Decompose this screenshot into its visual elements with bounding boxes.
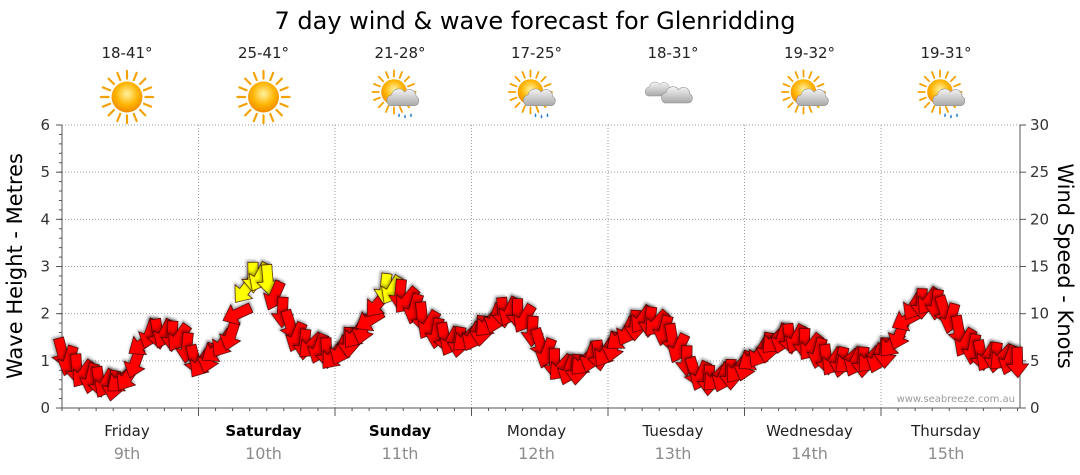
right-tick-label: 15 (1030, 258, 1049, 276)
left-tick-label: 0 (40, 399, 50, 417)
day-date-label: 11th (382, 444, 419, 463)
left-tick-label: 5 (40, 163, 50, 181)
day-temperature: 25-41° (238, 44, 289, 62)
right-tick-label: 25 (1030, 163, 1049, 181)
sun-cloud-icon (781, 69, 829, 115)
left-axis-ticks: 0 1 2 3 4 5 6 (40, 116, 62, 417)
wind-arrow (1005, 346, 1030, 379)
horizontal-grid (62, 124, 1020, 362)
day-temperature: 19-32° (784, 44, 835, 62)
day-name-label: Monday (507, 422, 566, 440)
day-date-label: 12th (518, 444, 555, 463)
right-axis-title: Wind Speed - Knots (1053, 163, 1077, 368)
wind-arrow (222, 302, 254, 326)
left-tick-label: 1 (40, 352, 50, 370)
day-labels: Friday 9th Saturday 10th Sunday 11th Monday 12t… (104, 422, 981, 463)
day-name-label: Friday (104, 422, 150, 440)
left-tick-label: 2 (40, 305, 50, 323)
day-temperature: 18-31° (647, 44, 698, 62)
day-name-label: Tuesday (641, 422, 703, 440)
day-temperature: 19-31° (920, 44, 971, 62)
right-tick-label: 5 (1030, 352, 1040, 370)
sun-cloud-rain-icon (508, 69, 556, 119)
left-tick-label: 3 (40, 258, 50, 276)
sun-icon (236, 69, 291, 125)
day-name-label: Wednesday (766, 422, 853, 440)
day-temperature: 18-41° (101, 44, 152, 62)
chart-title: 7 day wind & wave forecast for Glenriddi… (275, 7, 796, 35)
day-name-label: Saturday (225, 422, 302, 440)
sun-cloud-rain-icon (917, 69, 966, 119)
sun-cloud-rain-icon (371, 69, 420, 119)
wind-speed-arrows (51, 261, 1030, 402)
right-tick-label: 30 (1030, 116, 1049, 134)
day-temperature: 17-25° (511, 44, 562, 62)
right-tick-label: 20 (1030, 210, 1049, 228)
day-date-label: 13th (655, 444, 692, 463)
day-date-label: 14th (791, 444, 828, 463)
credit-text: www.seabreeze.com.au (897, 394, 1015, 405)
day-date-label: 9th (114, 444, 141, 463)
left-axis-title: Wave Height - Metres (3, 153, 27, 379)
day-name-label: Sunday (369, 422, 432, 440)
day-name-label: Thursday (910, 422, 981, 440)
day-date-label: 15th (928, 444, 965, 463)
day-headers: 18-41° 25-41° 21-28° 17-25° 18-31° 19-32° 19-3… (99, 44, 972, 125)
right-tick-label: 0 (1030, 399, 1040, 417)
right-axis-ticks: 0 5 10 15 20 25 30 (1020, 116, 1049, 417)
left-tick-label: 4 (40, 210, 50, 228)
left-tick-label: 6 (40, 116, 50, 134)
sun-icon (99, 69, 155, 125)
day-temperature: 21-28° (374, 44, 425, 62)
right-tick-label: 10 (1030, 305, 1049, 323)
cloud-icon (644, 81, 693, 104)
day-date-label: 10th (245, 444, 282, 463)
